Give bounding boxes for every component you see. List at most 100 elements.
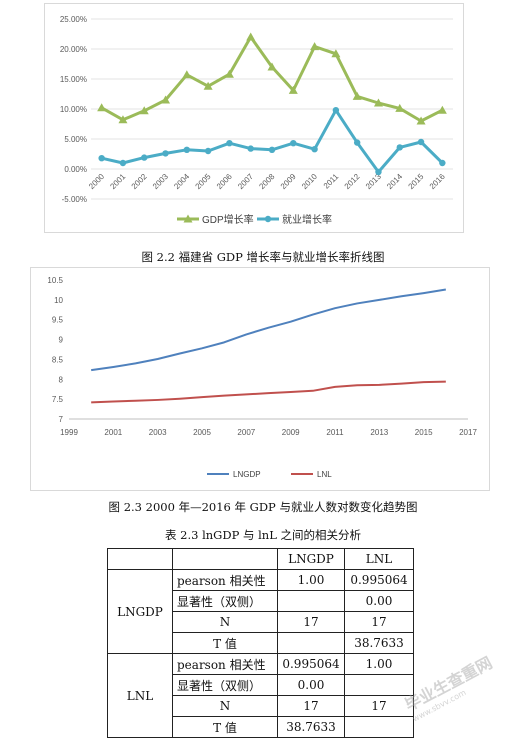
data-point [204,147,212,155]
data-point [267,62,277,71]
x-tick-label: 2004 [172,172,191,191]
x-tick-label: 2011 [326,428,344,437]
table-cell [344,716,414,738]
data-point [310,42,320,51]
y-tick-label: 8.5 [52,355,64,364]
data-point [373,98,383,107]
data-point [395,103,405,112]
table-cell [277,590,345,612]
data-point [416,116,426,125]
x-tick-label: 2009 [279,172,298,191]
table-cell [277,632,345,654]
table-row: 显著性（双侧） 0.00 [108,674,414,696]
x-tick-label: 2001 [104,428,122,437]
table-cell: 17 [277,695,345,717]
data-point [396,144,403,151]
log-trend-chart: 10.5 10 9.5 9 8.5 8 7.5 7 1999 2001 2003 2005 2007 20… [30,267,490,491]
data-point [182,70,192,79]
data-point [332,107,340,114]
y-tick-label: 10.00% [60,105,87,114]
x-tick-label: 2007 [236,172,255,191]
data-point [226,140,233,147]
x-tick-label: 2012 [343,172,362,191]
x-tick-label: 2006 [215,172,234,191]
row-label: pearson 相关性 [172,653,278,675]
data-point [375,168,382,176]
y-tick-label: 5.00% [64,135,87,144]
group-label: LNL [107,653,173,738]
x-tick-label: 2010 [300,172,319,191]
x-tick-label: 2000 [87,172,106,191]
x-tick-label: 2016 [428,172,447,191]
data-point [417,138,425,146]
table-cell: 17 [277,611,345,633]
y-tick-label: 10.5 [47,276,63,285]
series-line [91,288,446,372]
row-label: T 值 [172,716,278,738]
table-cell: 0.995064 [277,653,345,675]
table-row: 显著性（双侧） 0.00 [108,590,414,612]
table-row: N 17 17 [108,611,414,633]
figure-2-3-caption: 图 2.3 2000 年—2016 年 GDP 与就业人数对数变化趋势图 [108,500,418,514]
data-point [247,145,254,152]
data-point [290,140,297,147]
x-tick-label: 2015 [407,172,426,191]
x-tick-label: 1999 [60,428,78,437]
x-tick-label: 2003 [149,428,167,437]
row-label: N [172,695,278,717]
data-point [331,49,341,58]
row-label: T 值 [172,632,278,654]
header-lngdp: LNGDP [277,548,345,570]
y-tick-label: 15.00% [60,75,87,84]
table-2-3-caption: 表 2.3 lnGDP 与 lnL 之间的相关分析 [164,528,361,542]
data-point [119,159,127,167]
table-row: T 值 38.7633 [108,716,414,738]
data-point [439,159,446,167]
y-tick-label: 7.5 [52,395,64,404]
chart1-svg: 25.00% 20.00% 15.00% 10.00% 5.00% 0.00% -5.00%… [60,15,453,226]
series-line [91,380,446,404]
data-point [183,146,191,153]
series-line [101,108,444,174]
row-label: N [172,611,278,633]
header-empty [107,548,173,570]
table-cell: 1.00 [277,569,345,591]
data-point [118,115,128,124]
y-tick-label: 9.5 [52,316,64,325]
y-tick-label: 20.00% [60,45,87,54]
legend-label: LNGDP [233,470,261,479]
legend-marker [183,214,193,223]
table-cell: 0.00 [344,590,414,612]
data-point [311,146,318,153]
table-header-row: LNGDP LNL [107,548,414,570]
x-tick-label: 2008 [257,172,276,191]
data-point [141,154,148,161]
table-cell: 38.7633 [344,632,414,654]
legend-marker [264,215,272,223]
data-point [352,91,362,100]
x-tick-label: 2009 [282,428,300,437]
data-point [98,155,105,162]
x-tick-label: 2005 [193,428,211,437]
chart2-svg: 10.5 10 9.5 9 8.5 8 7.5 7 1999 2001 2003 2005 2007 20… [47,276,477,479]
x-tick-label: 2011 [322,172,341,191]
table-row: LNGDP pearson 相关性 1.00 0.995064 [107,569,414,654]
correlation-table: LNGDP LNL LNGDP pearson 相关性 1.00 0.99506… [107,548,414,738]
y-tick-label: 7 [59,415,64,424]
x-tick-label: 2003 [151,172,170,191]
y-tick-label: 8 [59,375,64,384]
data-point [162,150,169,157]
x-tick-label: 2017 [459,428,477,437]
legend-label: LNL [317,470,332,479]
table-cell: 17 [344,611,414,633]
legend-label: GDP增长率 [202,213,254,226]
table-row: T 值 38.7633 [108,632,414,654]
x-tick-label: 2014 [385,172,404,191]
header-lnl: LNL [344,548,414,570]
table-cell: 17 [344,695,414,717]
header-empty [172,548,278,570]
table-cell: 0.995064 [344,569,414,591]
row-label: 显著性（双侧） [172,590,278,612]
figure-2-2-caption: 图 2.2 福建省 GDP 增长率与就业增长率折线图 [141,250,385,264]
gdp-employment-growth-chart: 25.00% 20.00% 15.00% 10.00% 5.00% 0.00% -5.00%… [44,3,464,233]
